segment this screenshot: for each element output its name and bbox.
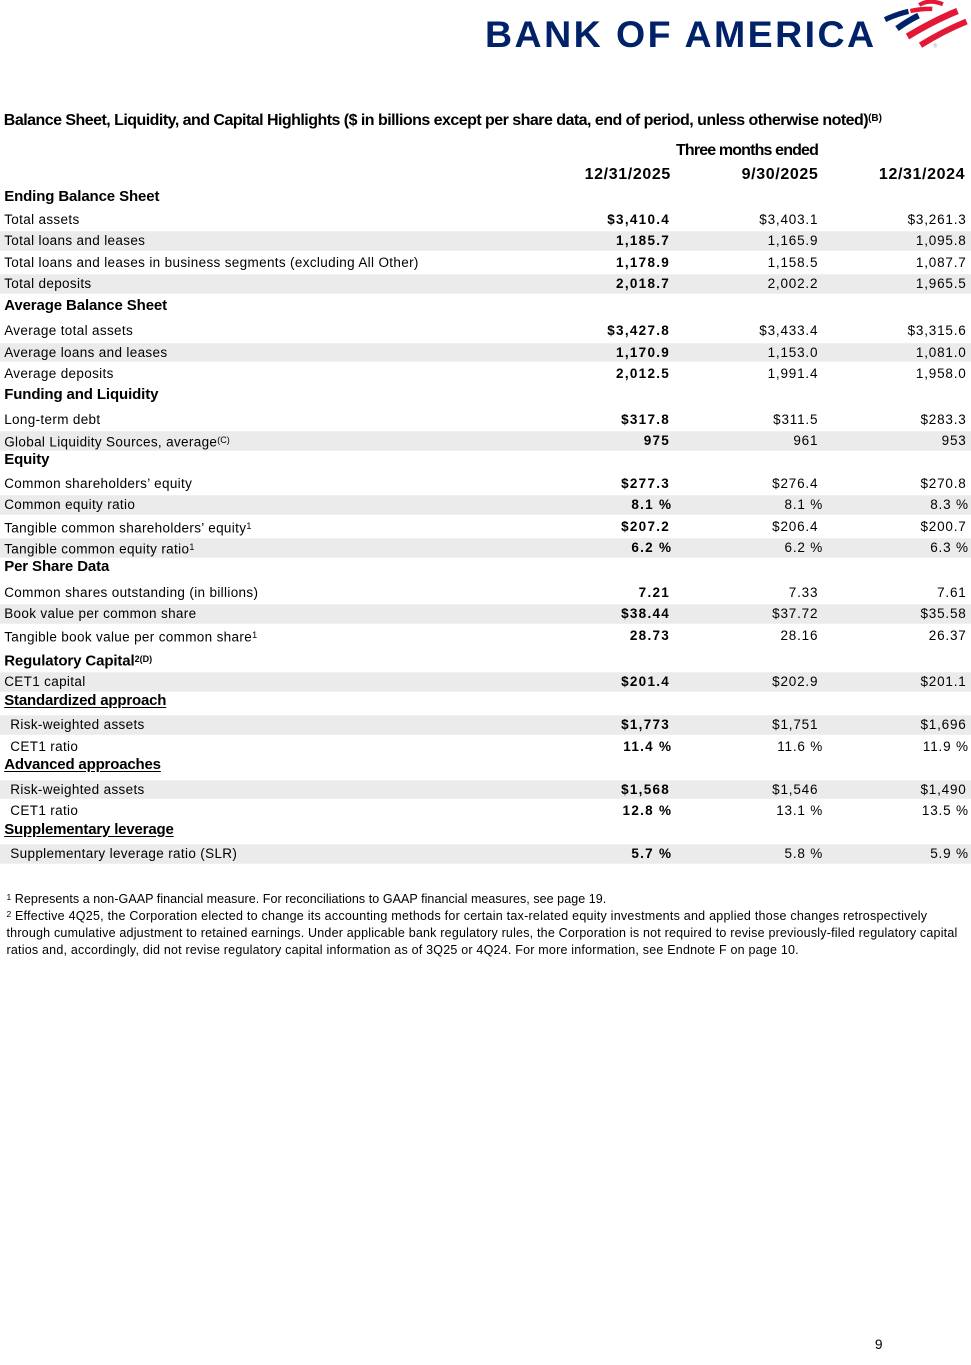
svg-text:®: ® bbox=[934, 43, 938, 50]
